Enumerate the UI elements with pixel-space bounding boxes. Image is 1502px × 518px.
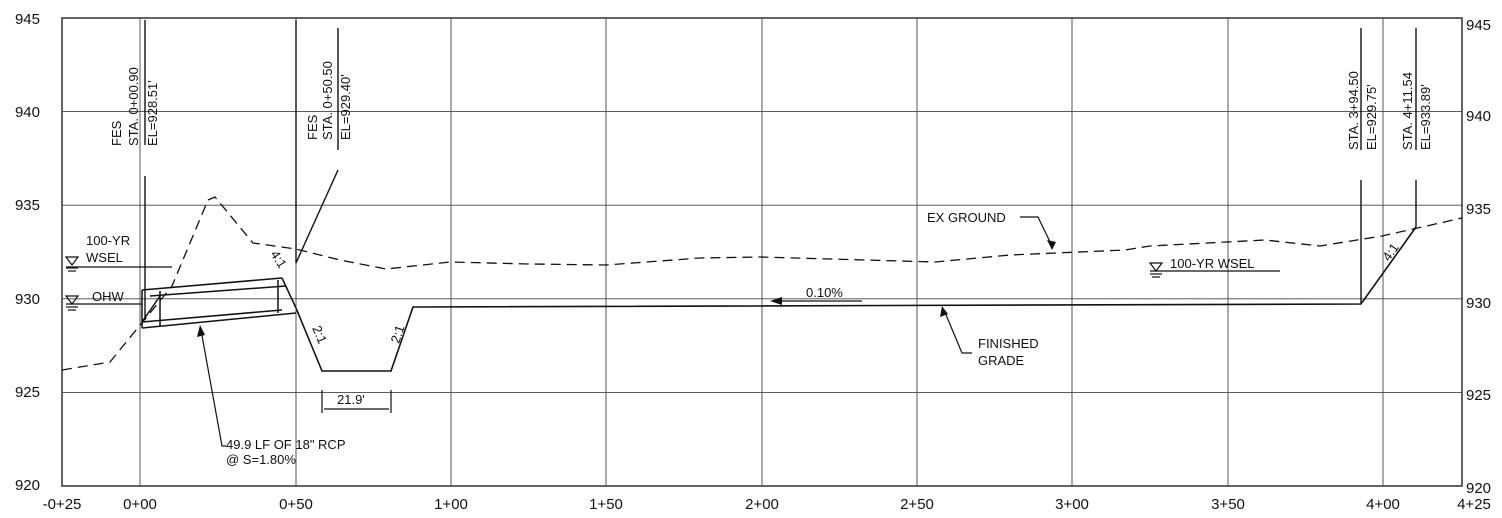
x-station-0+00: 0+00 bbox=[123, 496, 157, 513]
pipe-callout-line2: @ S=1.80% bbox=[226, 452, 296, 467]
ex-ground-leader bbox=[1020, 216, 1053, 247]
bottom-width-dimension bbox=[321, 390, 392, 413]
finished-grade-leader bbox=[943, 309, 972, 354]
sta-394-elevation: EL=929.75' bbox=[1364, 84, 1379, 150]
fes-end-slope-line bbox=[295, 169, 339, 264]
y-right-925: 925 bbox=[1466, 387, 1491, 404]
y-left-940: 940 bbox=[15, 104, 40, 121]
y-left-920: 920 bbox=[15, 477, 40, 494]
x-station-4+25: 4+25 bbox=[1457, 496, 1491, 513]
sta-394-station: STA. 3+94.50 bbox=[1346, 71, 1361, 150]
y-right-920: 920 bbox=[1466, 480, 1491, 497]
fes-end-station: STA. 0+50.50 bbox=[320, 61, 335, 140]
station-marker-lines bbox=[144, 20, 1417, 320]
x-station-2+00: 2+00 bbox=[745, 496, 779, 513]
wsel-right-label: 100-YR WSEL bbox=[1170, 256, 1255, 271]
y-right-935: 935 bbox=[1466, 201, 1491, 218]
x-station--0+25: -0+25 bbox=[43, 496, 82, 513]
finished-grade-label-line2: GRADE bbox=[978, 353, 1025, 368]
ex-ground-arrowhead bbox=[1047, 240, 1056, 250]
existing-ground-line bbox=[61, 196, 1463, 371]
bottom-width-label: 21.9' bbox=[337, 392, 365, 407]
pipe-callout-arrowhead bbox=[197, 325, 205, 337]
pipe-callout-line1: 49.9 LF OF 18" RCP bbox=[226, 437, 346, 452]
x-station-1+50: 1+50 bbox=[589, 496, 623, 513]
water-level-symbol-right bbox=[1148, 262, 1280, 278]
ohw-label: OHW bbox=[92, 289, 125, 304]
slope-ratio-4to1-left: 4:1 bbox=[267, 247, 289, 270]
y-left-935: 935 bbox=[15, 197, 40, 214]
x-station-3+00: 3+00 bbox=[1055, 496, 1089, 513]
slope-arrowhead bbox=[770, 297, 782, 305]
y-right-940: 940 bbox=[1466, 108, 1491, 125]
y-right-930: 930 bbox=[1466, 295, 1491, 312]
slope-ratio-2to1-left: 2:1 bbox=[309, 323, 330, 346]
y-left-930: 930 bbox=[15, 291, 40, 308]
ex-ground-label: EX GROUND bbox=[927, 210, 1006, 225]
pipe-callout-leader bbox=[200, 329, 226, 447]
fes-end-type: FES bbox=[305, 114, 320, 140]
finished-grade-arrowhead bbox=[940, 306, 948, 317]
sta-411-station: STA. 4+11.54 bbox=[1400, 72, 1415, 150]
x-station-2+50: 2+50 bbox=[900, 496, 934, 513]
culvert-pipe bbox=[141, 277, 297, 329]
y-left-945: 945 bbox=[15, 11, 40, 28]
x-station-1+00: 1+00 bbox=[434, 496, 468, 513]
slope-ratio-2to1-right: 2:1 bbox=[388, 323, 408, 345]
water-level-symbols-left bbox=[64, 256, 172, 311]
fes-start-station: STA. 0+00.90 bbox=[126, 67, 141, 146]
wsel-left-line2: WSEL bbox=[86, 250, 123, 265]
vertical-grid bbox=[139, 18, 1384, 486]
finished-grade-line bbox=[295, 226, 1417, 372]
wsel-left-line1: 100-YR bbox=[86, 233, 130, 248]
fes-start-type: FES bbox=[109, 120, 124, 146]
sta-411-elevation: EL=933.89' bbox=[1418, 84, 1433, 150]
fes-start-elevation: EL=928.51' bbox=[145, 80, 160, 146]
x-station-3+50: 3+50 bbox=[1211, 496, 1245, 513]
finished-grade-label-line1: FINISHED bbox=[978, 336, 1039, 351]
fes-end-elevation: EL=929.40' bbox=[338, 74, 353, 140]
y-left-925: 925 bbox=[15, 384, 40, 401]
y-right-945: 945 bbox=[1466, 17, 1491, 34]
x-station-0+50: 0+50 bbox=[279, 496, 313, 513]
slope-percent-label: 0.10% bbox=[806, 285, 843, 300]
x-station-4+00: 4+00 bbox=[1366, 496, 1400, 513]
